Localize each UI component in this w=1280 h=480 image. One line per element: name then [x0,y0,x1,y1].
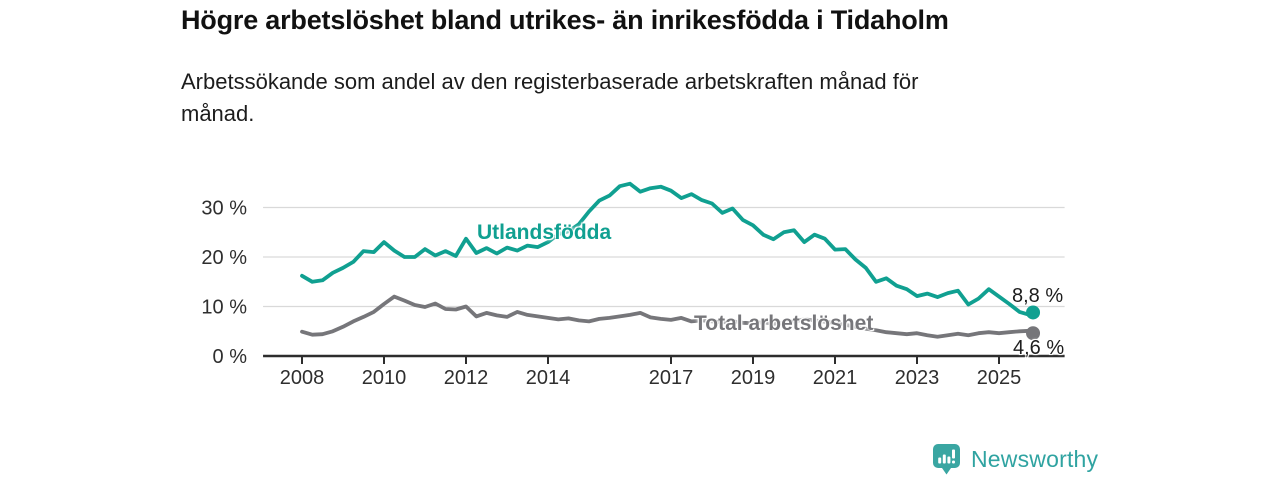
newsworthy-logo-text: Newsworthy [971,446,1099,472]
x-tick-label: 2017 [649,367,694,389]
page-title: Högre arbetslöshet bland utrikes- än inr… [181,5,949,35]
y-tick-label: 30 % [201,198,247,220]
series-end-dot-utlandsf-dda [1026,305,1041,320]
y-tick-label: 0 % [213,346,248,368]
series-line-utlandsf-dda [300,181,1035,317]
x-tick-label: 2021 [813,367,858,389]
end-value-label-total: 4,6 % [1013,337,1065,359]
y-tick-label: 20 % [201,247,247,269]
subtitle-line-1: Arbetssökande som andel av den registerb… [181,69,919,94]
series-line-total-arbetsl-shet [300,294,1035,339]
series-label-utlandsfodda: Utlandsfödda [477,221,612,244]
end-value-label-utlandsfodda: 8,8 % [1012,285,1064,307]
chart-subtitle: Arbetssökande som andel av den registerb… [181,66,1081,130]
x-tick-label: 2023 [895,367,940,389]
x-tick-label: 2019 [731,367,776,389]
y-tick-label: 10 % [201,297,247,319]
bar-chart-speech-bubble-icon [933,444,960,475]
x-tick-label: 2008 [280,367,325,389]
x-tick-label: 2012 [444,367,489,389]
x-tick-label: 2010 [362,367,407,389]
x-tick-label: 2025 [977,367,1022,389]
newsworthy-logo: Newsworthy [933,444,1098,475]
series-label-total-arbetsloshet: Total arbetslöshet [694,312,874,335]
subtitle-line-2: månad. [181,101,255,126]
series-end-dot-total-arbetsl-shet [1026,326,1041,341]
x-tick-label: 2014 [526,367,571,389]
